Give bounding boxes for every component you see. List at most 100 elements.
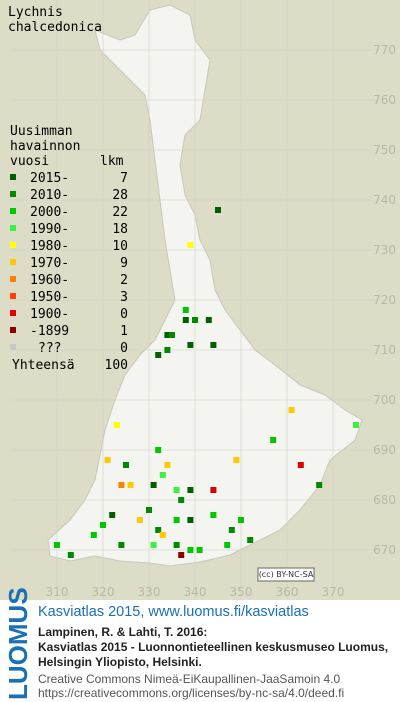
legend-label: 1900- xyxy=(30,307,69,322)
cc-badge-box xyxy=(257,567,315,582)
cc-badge: (cc) BY-NC-SA xyxy=(259,570,314,579)
x-tick-label: 360 xyxy=(276,585,299,599)
legend-swatch xyxy=(10,242,16,248)
legend-swatch xyxy=(10,225,16,231)
observation-square xyxy=(210,342,217,348)
observation-square xyxy=(54,542,60,548)
observation-square xyxy=(164,347,171,353)
legend-label: 1970- xyxy=(30,256,69,271)
legend-count: 10 xyxy=(112,239,128,254)
observation-square xyxy=(187,242,194,248)
observation-square xyxy=(210,512,217,518)
license-url[interactable]: https://creativecommons.org/licenses/by-… xyxy=(38,686,344,700)
grid: 310 320 330 340 350 360 3706706806907007107207… xyxy=(11,0,396,600)
observation-square xyxy=(288,407,295,413)
logo: LUOMUS xyxy=(3,587,33,700)
observation-square xyxy=(118,542,125,548)
observation-square xyxy=(169,332,175,338)
x-tick-label: 340 xyxy=(184,585,207,599)
observation-square xyxy=(187,342,194,348)
observation-square xyxy=(90,532,97,538)
legend-count: 3 xyxy=(120,290,128,305)
observation-square xyxy=(233,457,240,463)
observations xyxy=(54,207,359,558)
observation-square xyxy=(353,422,359,428)
observation-square xyxy=(173,542,180,548)
observation-square xyxy=(150,482,157,488)
legend-swatch xyxy=(10,191,16,197)
y-tick-label: 680 xyxy=(373,493,396,507)
legend-count: 7 xyxy=(120,171,128,186)
y-tick-label: 720 xyxy=(373,293,396,307)
x-tick-label: 320 xyxy=(92,585,115,599)
legend-header: vuosi xyxy=(10,154,49,169)
x-tick-label: 350 xyxy=(230,585,253,599)
observation-square xyxy=(146,507,152,513)
observation-square xyxy=(104,457,111,463)
observation-square xyxy=(159,472,166,478)
license: Creative Commons Nimeä-EiKaupallinen-Jaa… xyxy=(38,672,340,686)
observation-square xyxy=(164,332,171,338)
legend-swatch xyxy=(10,310,16,316)
total-label: Yhteensä xyxy=(12,358,75,373)
legend-count-header: lkm xyxy=(100,154,124,169)
observation-square xyxy=(123,462,129,468)
observation-square xyxy=(215,207,221,213)
observation-square xyxy=(178,552,185,558)
legend-swatch xyxy=(10,293,16,299)
legend-label: 2000- xyxy=(30,205,69,220)
observation-square xyxy=(270,437,277,443)
finland-land xyxy=(47,4,363,567)
observation-square xyxy=(150,542,157,548)
observation-square xyxy=(173,517,180,523)
observation-square xyxy=(187,487,194,493)
citation: Lampinen, R. & Lahti, T. 2016: xyxy=(38,625,207,639)
observation-square xyxy=(228,527,235,533)
legend-count: 22 xyxy=(112,205,128,220)
species-name: Lychnis xyxy=(8,5,63,20)
observation-square xyxy=(187,547,194,553)
legend-swatch xyxy=(10,174,16,180)
legend-swatch xyxy=(10,344,16,350)
observation-square xyxy=(173,487,180,493)
observation-square xyxy=(109,512,116,518)
y-tick-label: 770 xyxy=(373,43,396,57)
observation-square xyxy=(205,317,212,323)
legend-label: 1990- xyxy=(30,222,69,237)
legend-swatch xyxy=(10,259,16,265)
legend-label: 1950- xyxy=(30,290,69,305)
observation-square xyxy=(178,497,185,503)
observation-square xyxy=(155,352,162,358)
observation-square xyxy=(164,462,171,468)
footer-link[interactable]: Kasviatlas 2015, www.luomus.fi/kasviatla… xyxy=(38,604,309,620)
total-count: 100 xyxy=(105,358,128,373)
observation-square xyxy=(187,517,194,523)
observation-square xyxy=(100,522,106,528)
legend-label: 2010- xyxy=(30,188,69,203)
observation-square xyxy=(210,487,217,493)
citation: Kasviatlas 2015 - Luonnontieteellinen ke… xyxy=(38,640,388,654)
citation: Helsingin Yliopisto, Helsinki. xyxy=(38,655,202,669)
legend-header: Uusimman xyxy=(10,124,73,139)
x-tick-label: 310 xyxy=(46,585,69,599)
legend-count: 28 xyxy=(112,188,128,203)
y-tick-label: 740 xyxy=(373,193,396,207)
legend-header: havainnon xyxy=(10,139,80,154)
observation-square xyxy=(127,482,134,488)
legend-count: 18 xyxy=(112,222,128,237)
observation-square xyxy=(182,317,189,323)
y-tick-label: 700 xyxy=(373,393,396,407)
y-tick-label: 760 xyxy=(373,93,396,107)
observation-square xyxy=(118,482,125,488)
observation-square xyxy=(182,307,189,313)
legend-count: 2 xyxy=(120,273,128,288)
y-tick-label: 750 xyxy=(373,143,396,157)
observation-square xyxy=(159,532,166,538)
species-name: chalcedonica xyxy=(8,20,102,35)
observation-square xyxy=(238,517,244,523)
legend-count: 9 xyxy=(120,256,128,271)
observation-square xyxy=(67,552,74,558)
legend-label: 1980- xyxy=(30,239,69,254)
